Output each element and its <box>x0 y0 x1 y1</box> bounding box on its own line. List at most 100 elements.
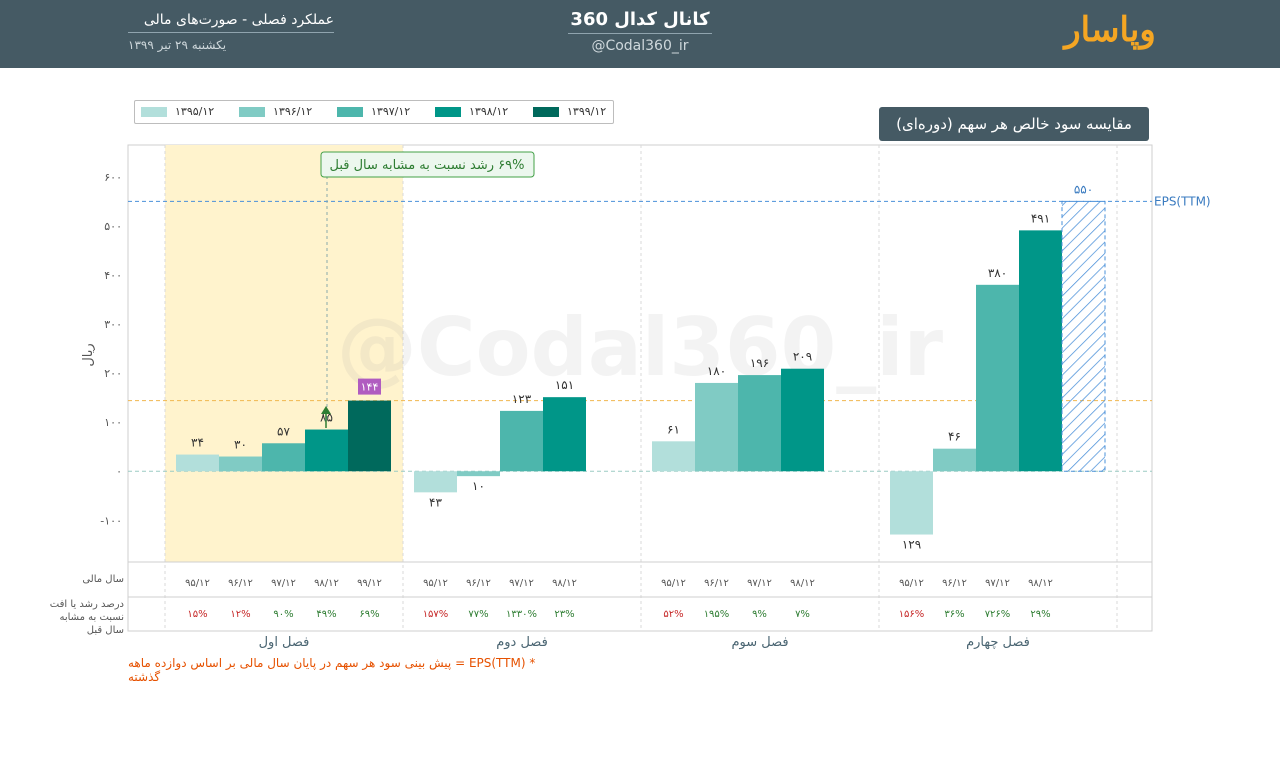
fiscal-year-cell: ۹۷/۱۲ <box>271 578 296 589</box>
fiscal-year-cell: ۹۵/۱۲ <box>661 578 686 589</box>
bar-value-label: ۴۶ <box>948 430 961 444</box>
growth-percent-cell: ۱۵۷% <box>423 609 449 620</box>
bar-value-label: ۳۰ <box>234 438 247 452</box>
bar-value-label: ۱۲۳ <box>512 392 532 406</box>
legend-swatch <box>533 107 559 117</box>
fiscal-year-cell: ۹۸/۱۲ <box>790 578 815 589</box>
report-title: عملکرد فصلی - صورت‌های مالی <box>128 12 334 33</box>
growth-percent-cell: ۲۳% <box>554 609 574 620</box>
bar-value-label: ۳۴ <box>191 436 204 450</box>
bar <box>933 448 976 472</box>
bar <box>176 454 219 472</box>
bar-value-label: ۱۵۱ <box>555 378 574 392</box>
growth-percent-cell: ۷۷% <box>468 609 488 620</box>
bar <box>695 382 738 472</box>
bar <box>890 471 933 535</box>
y-tick-label: ۴۰۰ <box>104 269 122 282</box>
growth-percent-cell: ۵۲% <box>663 609 683 620</box>
fiscal-year-cell: ۹۷/۱۲ <box>509 578 534 589</box>
growth-percent-cell: ۳۶% <box>944 609 964 620</box>
row-label-growth-line: سال قبل <box>87 625 124 636</box>
y-tick-label: ۳۰۰ <box>104 318 122 331</box>
chart-legend: ۱۳۹۵/۱۲ ۱۳۹۶/۱۲ ۱۳۹۷/۱۲ ۱۳۹۸/۱۲ ۱۳۹۹/۱۲ <box>134 100 614 124</box>
chart-title: مقایسه سود خالص هر سهم (دوره‌ای) <box>879 107 1149 141</box>
y-tick-label: ۵۰۰ <box>104 220 122 233</box>
bar <box>543 397 586 472</box>
growth-percent-cell: ۱۵۶% <box>899 609 925 620</box>
y-axis-label: ریال <box>81 343 96 366</box>
fiscal-year-cell: ۹۶/۱۲ <box>466 578 491 589</box>
growth-percent-cell: ۷۲۶% <box>985 609 1011 620</box>
growth-percent-cell: ۱۳۳۰% <box>506 609 537 620</box>
quarter-label: فصل دوم <box>496 635 548 650</box>
legend-label: ۱۳۹۸/۱۲ <box>469 105 509 118</box>
bar-value-label: ۳۸۰ <box>988 266 1007 280</box>
ttm-bar <box>1061 200 1106 472</box>
fiscal-year-cell: ۹۹/۱۲ <box>357 578 382 589</box>
fiscal-year-cell: ۹۶/۱۲ <box>942 578 967 589</box>
legend-label: ۱۳۹۵/۱۲ <box>175 105 215 118</box>
bar-value-label: ۱۴۴ <box>361 381 379 394</box>
bar-value-label: ۱۲۹ <box>902 538 921 552</box>
bar <box>348 400 391 472</box>
bar <box>738 375 781 472</box>
legend-label: ۱۳۹۹/۱۲ <box>567 105 607 118</box>
bar <box>652 441 695 472</box>
fiscal-year-cell: ۹۸/۱۲ <box>314 578 339 589</box>
header-bar: عملکرد فصلی - صورت‌های مالی یکشنبه ۲۹ تی… <box>0 0 1280 68</box>
watermark-text: @Codal360_ir <box>337 301 944 394</box>
bar-value-label: ۶۱ <box>667 422 680 436</box>
channel-handle: @Codal360_ir <box>591 38 689 54</box>
highlight-band <box>165 145 403 562</box>
quarter-label: فصل سوم <box>731 635 788 650</box>
bar <box>781 368 824 472</box>
quarter-label: فصل اول <box>259 635 310 650</box>
legend-label: ۱۳۹۶/۱۲ <box>273 105 313 118</box>
bar <box>262 443 305 472</box>
fiscal-year-cell: ۹۵/۱۲ <box>423 578 448 589</box>
y-tick-label: ۶۰۰ <box>104 171 122 184</box>
fiscal-year-cell: ۹۵/۱۲ <box>899 578 924 589</box>
row-label-fiscal-year: سال مالی <box>82 574 124 585</box>
bar <box>500 410 543 472</box>
bar-value-label: ۵۷ <box>277 424 290 438</box>
growth-percent-cell: ۷% <box>795 609 810 620</box>
channel-title: کانال کدال 360 <box>568 9 712 34</box>
y-tick-label: -۱۰۰ <box>100 514 122 527</box>
quarter-label: فصل چهارم <box>966 635 1030 650</box>
bar-value-label: ۴۹۱ <box>1031 211 1050 225</box>
fiscal-year-cell: ۹۶/۱۲ <box>228 578 253 589</box>
fiscal-year-cell: ۹۸/۱۲ <box>1028 578 1053 589</box>
legend-swatch <box>337 107 363 117</box>
bar-value-label: ۱۰ <box>472 479 485 493</box>
fiscal-year-cell: ۹۷/۱۲ <box>747 578 772 589</box>
bar-value-label: ۲۰۹ <box>793 350 812 364</box>
ttm-value-label: ۵۵۰ <box>1074 182 1093 196</box>
row-label-growth: درصد رشد یا افت نسبت به مشابه سال قبل <box>50 599 124 636</box>
bar <box>414 471 457 493</box>
growth-percent-cell: ۱۲% <box>230 609 250 620</box>
growth-percent-cell: ۹% <box>752 609 767 620</box>
y-tick-label: ۰ <box>116 465 122 478</box>
legend-label: ۱۳۹۷/۱۲ <box>371 105 411 118</box>
y-tick-label: ۱۰۰ <box>104 416 122 429</box>
legend-swatch <box>239 107 265 117</box>
bar <box>1019 230 1062 472</box>
growth-percent-cell: ۹۰% <box>273 609 293 620</box>
bar <box>976 284 1019 472</box>
footnote: * EPS(TTM) = پیش بینی سود هر سهم در پایا… <box>128 656 536 684</box>
annotation-box <box>320 151 535 178</box>
bar <box>457 471 500 477</box>
bar-value-label: ۴۳ <box>429 495 442 509</box>
fiscal-year-cell: ۹۸/۱۲ <box>552 578 577 589</box>
fiscal-year-cell: ۹۵/۱۲ <box>185 578 210 589</box>
ttm-line-label: EPS(TTM) <box>1154 194 1211 208</box>
growth-percent-cell: ۱۵% <box>187 609 207 620</box>
legend-swatch <box>435 107 461 117</box>
growth-percent-cell: ۶۹% <box>359 609 379 620</box>
row-label-growth-line: نسبت به مشابه <box>59 612 124 623</box>
annotation-text: ۶۹% رشد نسبت به مشابه سال قبل <box>330 158 525 173</box>
fiscal-year-cell: ۹۶/۱۲ <box>704 578 729 589</box>
legend-swatch <box>141 107 167 117</box>
